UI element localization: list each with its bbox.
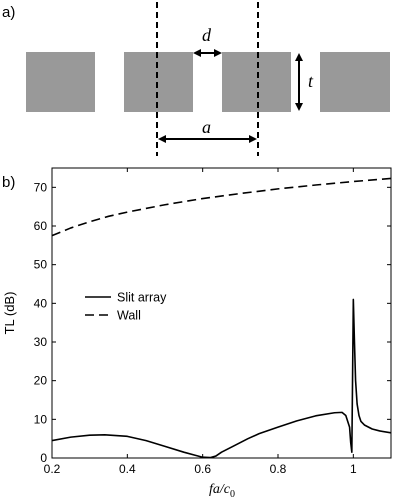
panel-b: b) 0 10 20 30 40 50 60 70 0.2 0.4 0.6 0.8 1 TL (dB)… [2, 167, 392, 500]
wall-segment-1 [26, 52, 95, 112]
y-tick-label: 10 [34, 412, 48, 426]
x-axis-title-main: fa/c [209, 482, 231, 497]
series-layer [52, 177, 391, 458]
x-axis: 0.2 0.4 0.6 0.8 1 [44, 168, 357, 476]
y-axis-title: TL (dB) [2, 292, 17, 335]
y-tick-label: 40 [34, 296, 48, 310]
series-line-slit-array [52, 298, 391, 458]
wall-segment-3 [222, 52, 291, 112]
x-tick-label: 0.6 [194, 462, 211, 476]
y-tick-label: 50 [34, 258, 48, 272]
plot-area-frame [51, 167, 392, 459]
x-tick-label: 0.4 [119, 462, 136, 476]
thickness-label: t [308, 71, 314, 91]
thickness-arrow [295, 53, 303, 111]
x-tick-label: 1 [350, 462, 357, 476]
panel-a: a) d t a [2, 2, 390, 156]
wall-segment-4 [320, 52, 390, 112]
panel-b-label: b) [2, 174, 15, 191]
x-axis-title: fa/c0 [209, 482, 235, 500]
period-arrow [158, 135, 257, 143]
y-tick-label: 30 [34, 335, 48, 349]
y-tick-label: 60 [34, 219, 48, 233]
y-axis: 0 10 20 30 40 50 60 70 [34, 180, 391, 465]
legend-label: Slit array [117, 291, 167, 305]
y-tick-label: 0 [40, 451, 47, 465]
x-tick-label: 0.2 [44, 462, 61, 476]
panel-a-label: a) [2, 4, 15, 21]
wall-segment-2 [124, 52, 193, 112]
y-tick-label: 70 [34, 180, 48, 194]
x-tick-label: 0.8 [270, 462, 287, 476]
series-line-wall [52, 177, 391, 237]
legend: Slit array Wall [85, 291, 167, 323]
slit-width-arrow [193, 49, 222, 57]
slit-width-label: d [202, 25, 212, 45]
period-label: a [202, 117, 211, 137]
y-tick-label: 20 [34, 374, 48, 388]
legend-label: Wall [117, 309, 141, 323]
x-axis-title-subscript: 0 [230, 489, 235, 500]
